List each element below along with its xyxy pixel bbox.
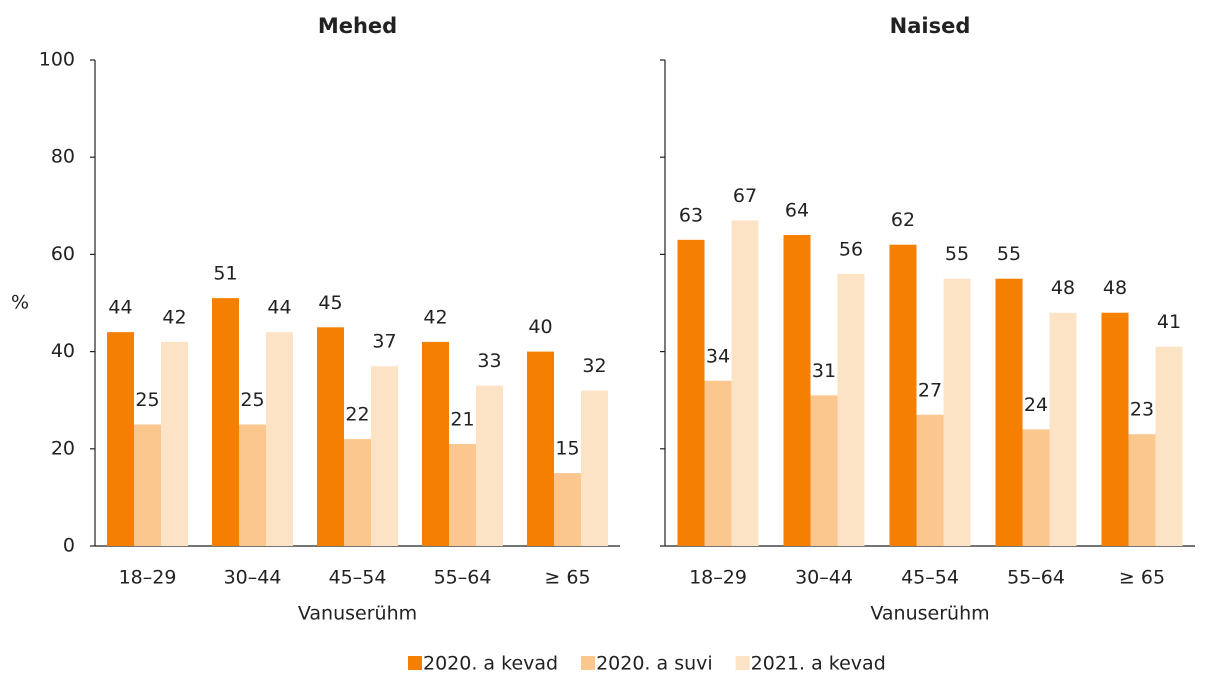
bar [476, 385, 503, 546]
value-label: 37 [372, 331, 396, 353]
legend-label: 2021. a kevad [751, 653, 886, 675]
value-label: 64 [785, 199, 809, 221]
bar [1022, 429, 1050, 546]
bar [239, 424, 266, 546]
bar [317, 327, 344, 546]
x-tick-label: 18–29 [119, 567, 177, 589]
value-label: 22 [345, 404, 369, 426]
y-tick-label: 20 [51, 437, 75, 459]
value-label: 55 [997, 243, 1021, 265]
bar [107, 332, 134, 546]
chart-title: Naised [890, 14, 971, 38]
x-tick-label: 30–44 [795, 567, 853, 589]
bar [943, 278, 971, 546]
x-tick-label: 55–64 [1007, 567, 1065, 589]
value-label: 48 [1103, 277, 1127, 299]
legend-swatch [735, 656, 750, 670]
value-label: 55 [945, 243, 969, 265]
y-tick-label: 0 [63, 535, 75, 557]
bar [449, 443, 476, 546]
value-label: 15 [555, 438, 579, 460]
bar [554, 473, 581, 546]
bar [1049, 312, 1077, 546]
bar [889, 244, 917, 546]
value-label: 33 [477, 350, 501, 372]
x-tick-label: 55–64 [434, 567, 492, 589]
value-label: 40 [528, 316, 552, 338]
value-label: 42 [162, 306, 186, 328]
bar [1155, 346, 1183, 546]
value-label: 31 [812, 360, 836, 382]
value-label: 42 [423, 306, 447, 328]
bar [161, 341, 188, 546]
value-label: 67 [733, 185, 757, 207]
bar [212, 298, 239, 546]
value-label: 25 [135, 389, 159, 411]
bar [371, 366, 398, 546]
x-axis-label: Vanuserühm [870, 603, 989, 625]
value-label: 24 [1024, 394, 1048, 416]
value-label: 51 [213, 263, 237, 285]
chart-title: Mehed [318, 14, 397, 38]
x-tick-label: ≥ 65 [1119, 567, 1165, 589]
value-label: 32 [582, 355, 606, 377]
bar [731, 220, 759, 546]
bar [783, 234, 811, 546]
bar [677, 239, 705, 546]
legend-swatch [408, 656, 422, 670]
value-label: 62 [891, 209, 915, 231]
value-label: 45 [318, 292, 342, 314]
bar [837, 273, 865, 546]
x-tick-label: 30–44 [224, 567, 282, 589]
y-tick-label: 100 [39, 49, 75, 71]
value-label: 63 [679, 204, 703, 226]
value-label: 41 [1157, 311, 1181, 333]
y-tick-label: 80 [51, 146, 75, 168]
value-label: 27 [918, 379, 942, 401]
value-label: 34 [706, 345, 730, 367]
value-label: 44 [267, 297, 291, 319]
x-tick-label: 45–54 [329, 567, 387, 589]
legend-label: 2020. a kevad [423, 653, 558, 675]
bar [1128, 434, 1156, 546]
x-tick-label: 45–54 [901, 567, 959, 589]
value-label: 23 [1130, 399, 1154, 421]
value-label: 21 [450, 408, 474, 430]
bar [1101, 312, 1129, 546]
bar [704, 380, 732, 546]
bar [810, 395, 838, 546]
value-label: 25 [240, 389, 264, 411]
bar [344, 439, 371, 546]
x-axis-label: Vanuserühm [298, 603, 417, 625]
bar [527, 351, 554, 546]
bar [916, 414, 944, 546]
legend-label: 2020. a suvi [596, 653, 713, 675]
y-tick-label: 40 [51, 340, 75, 362]
value-label: 48 [1051, 277, 1075, 299]
bar [422, 341, 449, 546]
value-label: 56 [839, 238, 863, 260]
x-tick-label: 18–29 [689, 567, 747, 589]
bar [134, 424, 161, 546]
legend-swatch [581, 656, 596, 670]
bar [266, 332, 293, 546]
bar [581, 390, 608, 546]
value-label: 44 [108, 297, 132, 319]
y-axis-label: % [11, 292, 29, 314]
x-tick-label: ≥ 65 [544, 567, 590, 589]
bar [995, 278, 1023, 546]
y-tick-label: 60 [51, 243, 75, 265]
